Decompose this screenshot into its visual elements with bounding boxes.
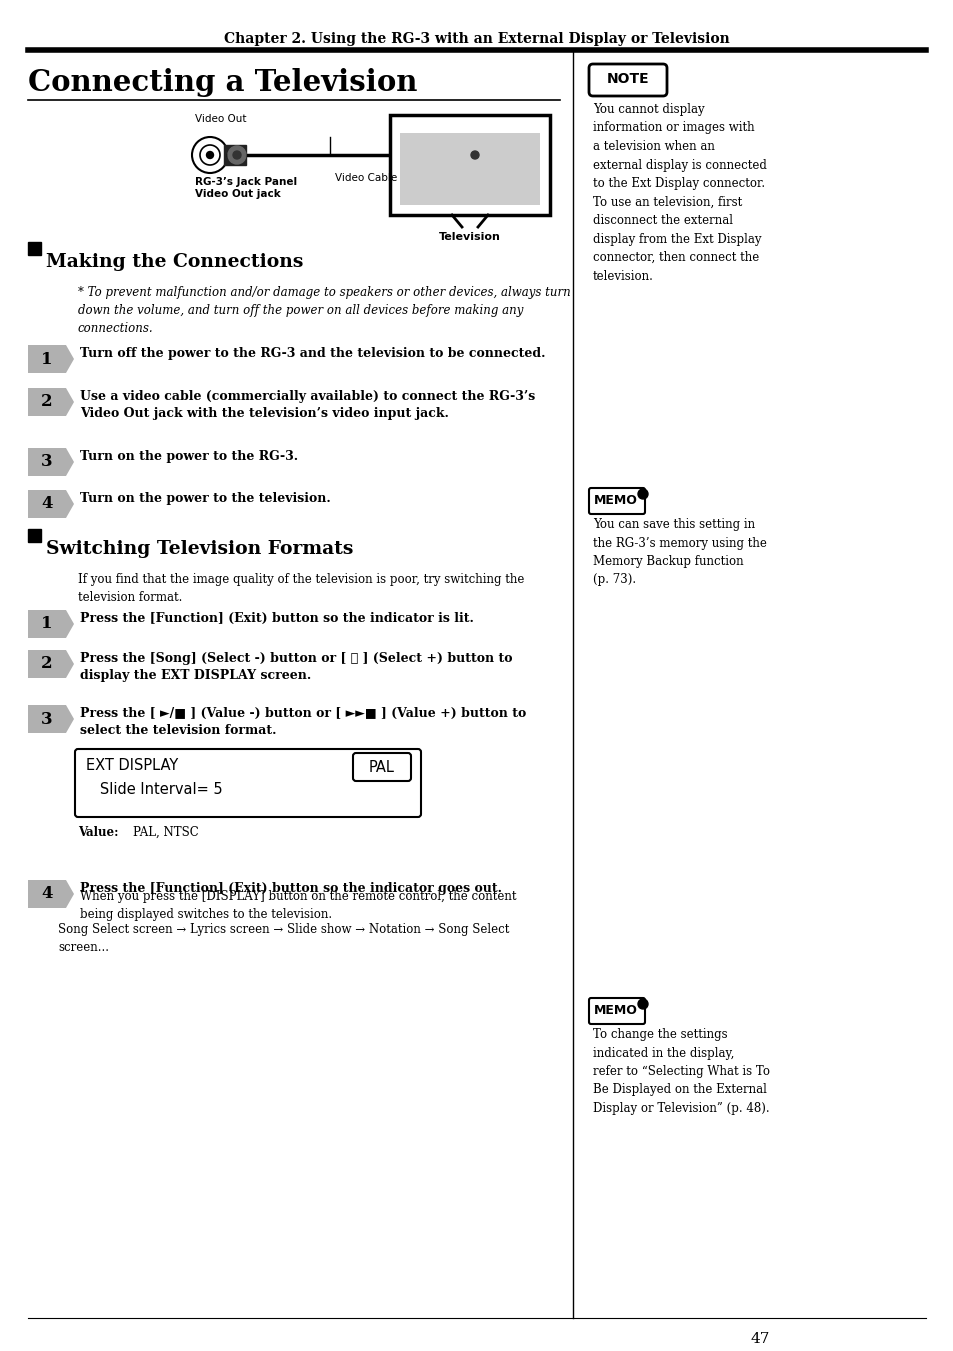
Text: Turn on the power to the RG-3.: Turn on the power to the RG-3. bbox=[80, 450, 297, 463]
Text: * To prevent malfunction and/or damage to speakers or other devices, always turn: * To prevent malfunction and/or damage t… bbox=[78, 286, 570, 335]
Bar bbox=[224, 145, 246, 165]
Text: 2: 2 bbox=[41, 655, 52, 673]
Bar bbox=[399, 132, 539, 205]
Text: Use a video cable (commercially available) to connect the RG-3’s
Video Out jack : Use a video cable (commercially availabl… bbox=[80, 390, 535, 420]
Polygon shape bbox=[28, 650, 74, 678]
Text: Value:: Value: bbox=[78, 825, 118, 839]
Bar bbox=[390, 115, 550, 215]
Polygon shape bbox=[28, 611, 74, 638]
Text: 47: 47 bbox=[749, 1332, 769, 1346]
Text: PAL, NTSC: PAL, NTSC bbox=[132, 825, 198, 839]
Text: MEMO: MEMO bbox=[594, 494, 638, 508]
Polygon shape bbox=[28, 345, 74, 373]
Text: Press the [Song] (Select -) button or [ ᑊ ] (Select +) button to
display the EXT: Press the [Song] (Select -) button or [ … bbox=[80, 653, 512, 682]
FancyBboxPatch shape bbox=[353, 753, 411, 781]
Text: To change the settings
indicated in the display,
refer to “Selecting What is To
: To change the settings indicated in the … bbox=[593, 1028, 769, 1115]
Text: Press the [Function] (Exit) button so the indicator goes out.: Press the [Function] (Exit) button so th… bbox=[80, 882, 501, 894]
FancyBboxPatch shape bbox=[588, 998, 644, 1024]
Circle shape bbox=[206, 151, 213, 158]
Text: 2: 2 bbox=[41, 393, 52, 411]
Text: PAL: PAL bbox=[369, 761, 395, 775]
Text: Press the [ ►/■ ] (Value -) button or [ ►►■ ] (Value +) button to
select the tel: Press the [ ►/■ ] (Value -) button or [ … bbox=[80, 707, 526, 738]
FancyBboxPatch shape bbox=[75, 748, 420, 817]
Text: 3: 3 bbox=[41, 711, 52, 727]
Polygon shape bbox=[28, 490, 74, 517]
Text: EXT DISPLAY: EXT DISPLAY bbox=[86, 758, 178, 773]
Text: RG-3’s Jack Panel: RG-3’s Jack Panel bbox=[194, 177, 296, 186]
Polygon shape bbox=[28, 388, 74, 416]
Text: Song Select screen → Lyrics screen → Slide show → Notation → Song Select
screen.: Song Select screen → Lyrics screen → Sli… bbox=[58, 923, 509, 954]
Circle shape bbox=[638, 489, 647, 499]
Polygon shape bbox=[28, 449, 74, 476]
Circle shape bbox=[233, 151, 241, 159]
Text: Connecting a Television: Connecting a Television bbox=[28, 68, 417, 97]
Circle shape bbox=[638, 998, 647, 1009]
Text: Video Cable: Video Cable bbox=[335, 173, 396, 182]
Text: 4: 4 bbox=[41, 885, 52, 902]
Text: Press the [Function] (Exit) button so the indicator is lit.: Press the [Function] (Exit) button so th… bbox=[80, 612, 474, 626]
Text: Turn off the power to the RG-3 and the television to be connected.: Turn off the power to the RG-3 and the t… bbox=[80, 347, 545, 359]
Text: Slide Interval= 5: Slide Interval= 5 bbox=[86, 782, 222, 797]
Bar bbox=[461, 145, 483, 165]
Text: Turn on the power to the television.: Turn on the power to the television. bbox=[80, 492, 331, 505]
Text: 4: 4 bbox=[41, 496, 52, 512]
Text: If you find that the image quality of the television is poor, try switching the
: If you find that the image quality of th… bbox=[78, 573, 524, 604]
FancyBboxPatch shape bbox=[588, 488, 644, 513]
Text: You can save this setting in
the RG-3’s memory using the
Memory Backup function
: You can save this setting in the RG-3’s … bbox=[593, 517, 766, 586]
Circle shape bbox=[471, 151, 478, 159]
Text: Television: Television bbox=[438, 232, 500, 242]
Text: MEMO: MEMO bbox=[594, 1005, 638, 1017]
Polygon shape bbox=[28, 880, 74, 908]
Bar bbox=[28, 242, 41, 255]
Text: Chapter 2. Using the RG-3 with an External Display or Television: Chapter 2. Using the RG-3 with an Extern… bbox=[224, 32, 729, 46]
Circle shape bbox=[228, 146, 246, 163]
Text: Switching Television Formats: Switching Television Formats bbox=[46, 540, 353, 558]
Polygon shape bbox=[28, 705, 74, 734]
Circle shape bbox=[465, 146, 483, 163]
Text: 1: 1 bbox=[41, 616, 52, 632]
Text: Video Out jack: Video Out jack bbox=[194, 189, 280, 199]
Text: Video Out: Video Out bbox=[194, 113, 246, 124]
FancyBboxPatch shape bbox=[588, 63, 666, 96]
Bar bbox=[28, 530, 41, 542]
Text: NOTE: NOTE bbox=[606, 72, 649, 86]
Text: 1: 1 bbox=[41, 350, 52, 367]
Text: When you press the [DISPLAY] button on the remote control, the content
being dis: When you press the [DISPLAY] button on t… bbox=[80, 890, 516, 921]
Text: Making the Connections: Making the Connections bbox=[46, 253, 303, 272]
Text: 3: 3 bbox=[41, 454, 52, 470]
Text: You cannot display
information or images with
a television when an
external disp: You cannot display information or images… bbox=[593, 103, 766, 282]
